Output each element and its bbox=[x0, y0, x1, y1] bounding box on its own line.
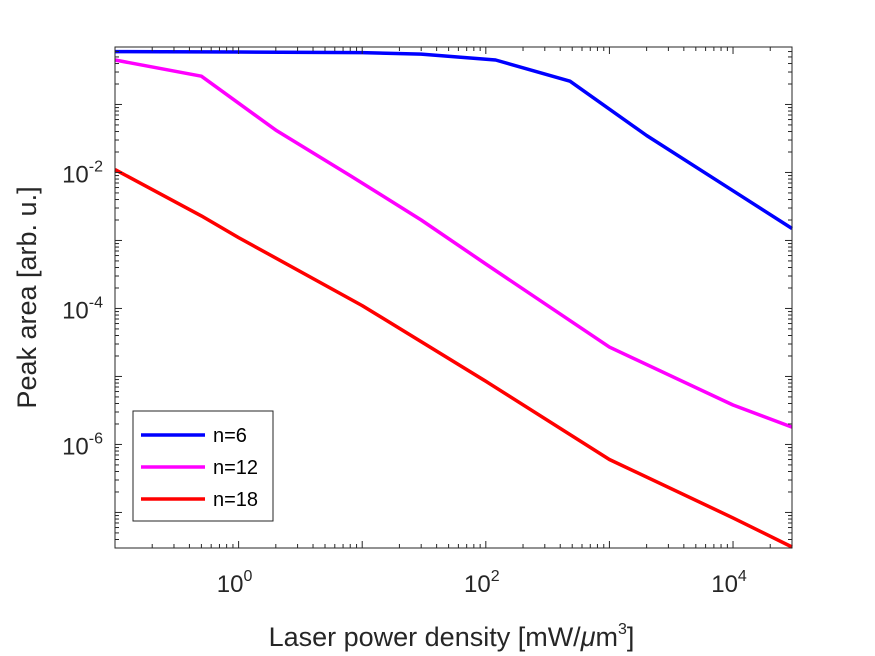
x-tick-exponent: 0 bbox=[244, 568, 253, 585]
series-line-3 bbox=[114, 168, 793, 549]
y-tick-label: 10-4 bbox=[62, 294, 103, 324]
legend: n=6 n=12 n=18 bbox=[132, 410, 274, 522]
legend-label-2: n=12 bbox=[213, 457, 258, 479]
y-tick-base: 10 bbox=[62, 297, 89, 324]
x-tick-base: 10 bbox=[711, 571, 738, 598]
y-tick-exponent: -2 bbox=[89, 158, 103, 175]
x-axis-label-unit: m bbox=[595, 622, 618, 652]
x-axis-label-close: ] bbox=[627, 622, 635, 652]
x-axis-label-main: Laser power density [mW/ bbox=[269, 622, 582, 652]
y-axis-label: Peak area [arb. u.] bbox=[12, 186, 42, 408]
x-tick-base: 10 bbox=[217, 571, 244, 598]
y-tick-label: 10-2 bbox=[62, 158, 103, 188]
y-tick-base: 10 bbox=[62, 161, 89, 188]
series-line-1 bbox=[114, 49, 793, 230]
x-tick-label: 104 bbox=[711, 568, 747, 598]
legend-label-3: n=18 bbox=[213, 489, 258, 511]
x-tick-base: 10 bbox=[464, 571, 491, 598]
x-axis-label: Laser power density [mW/μm3] bbox=[269, 621, 635, 652]
legend-label-1: n=6 bbox=[213, 425, 247, 447]
y-tick-base: 10 bbox=[62, 433, 89, 460]
x-tick-label: 102 bbox=[464, 568, 500, 598]
y-tick-exponent: -4 bbox=[89, 294, 103, 311]
x-tick-label: 100 bbox=[217, 568, 253, 598]
x-axis-label-mu: μ bbox=[580, 622, 596, 652]
series-layer bbox=[114, 49, 793, 549]
x-axis-label-superscript: 3 bbox=[618, 621, 627, 638]
y-tick-label: 10-6 bbox=[62, 430, 103, 460]
ticks-layer bbox=[114, 47, 793, 549]
x-tick-exponent: 4 bbox=[738, 568, 747, 585]
series-line-2 bbox=[114, 58, 793, 429]
y-tick-exponent: -6 bbox=[89, 430, 103, 447]
x-tick-exponent: 2 bbox=[491, 568, 500, 585]
axes-box bbox=[114, 46, 793, 549]
